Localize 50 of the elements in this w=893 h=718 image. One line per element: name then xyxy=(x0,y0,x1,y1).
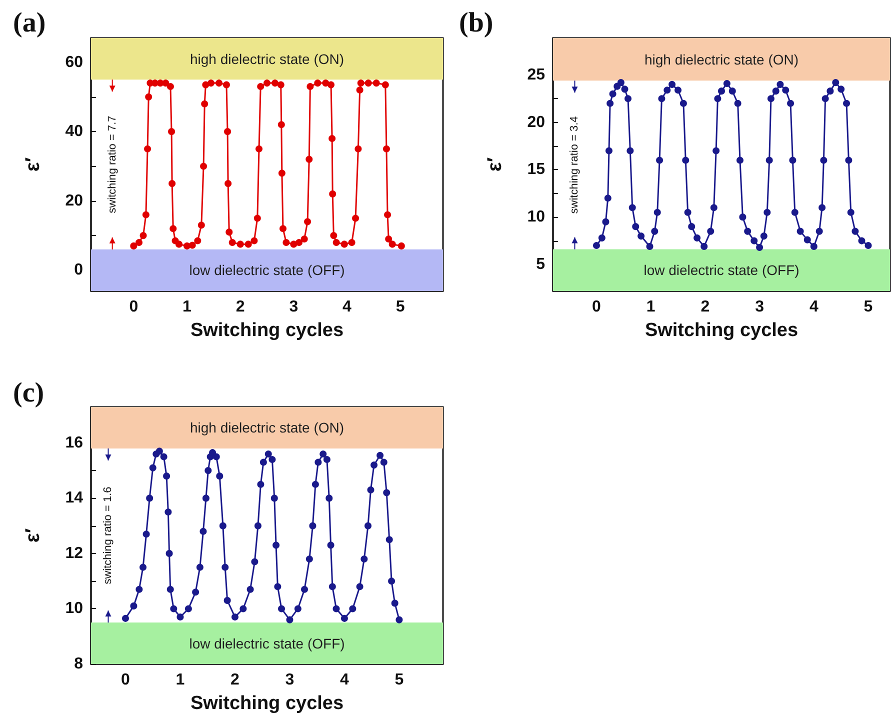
x-axis-title: Switching cycles xyxy=(644,320,798,341)
y-tick-label: 20 xyxy=(65,192,84,210)
x-tick-label: 5 xyxy=(394,672,404,688)
x-tick-label: 1 xyxy=(176,672,185,688)
band-label: low dielectric state (OFF) xyxy=(189,262,345,278)
x-tick-label: 4 xyxy=(340,672,350,688)
y-tick-label: 5 xyxy=(536,256,546,273)
band-label: high dielectric state (ON) xyxy=(190,420,344,436)
annotation: switching ratio = 7.7 xyxy=(106,116,118,214)
x-axis-title: Switching cycles xyxy=(190,320,344,341)
x-axis-title: Switching cycles xyxy=(190,693,344,714)
x-tick-label: 2 xyxy=(700,298,710,316)
chart-title: (b) xyxy=(459,8,494,38)
x-tick-label: 4 xyxy=(809,298,818,316)
y-tick-label: 10 xyxy=(65,600,84,618)
x-tick-label: 3 xyxy=(755,298,764,316)
x-tick-label: 0 xyxy=(592,298,602,316)
y-tick-label: 8 xyxy=(74,656,84,672)
y-axis-title: ε′ xyxy=(484,157,506,172)
y-tick-label: 20 xyxy=(527,114,546,131)
x-tick-label: 3 xyxy=(289,298,298,316)
y-tick-label: 60 xyxy=(65,54,84,71)
x-tick-label: 2 xyxy=(230,672,240,688)
band-label: low dielectric state (OFF) xyxy=(189,635,345,652)
x-tick-label: 5 xyxy=(396,298,405,316)
x-tick-label: 3 xyxy=(285,672,294,688)
annotation: switching ratio = 3.4 xyxy=(568,116,581,214)
x-tick-label: 2 xyxy=(236,298,245,316)
y-tick-label: 25 xyxy=(527,66,546,84)
y-tick-label: 15 xyxy=(527,161,546,178)
y-axis-title: ε′ xyxy=(22,157,44,172)
chart-title: (a) xyxy=(13,8,46,38)
chart-title: (c) xyxy=(13,378,44,408)
y-tick-label: 40 xyxy=(65,123,84,140)
x-tick-label: 5 xyxy=(864,298,873,316)
y-tick-label: 0 xyxy=(74,262,84,279)
y-tick-label: 14 xyxy=(65,490,84,507)
y-tick-label: 12 xyxy=(65,544,84,562)
band-label: high dielectric state (ON) xyxy=(644,51,799,68)
annotation: switching ratio = 1.6 xyxy=(102,486,114,584)
x-tick-label: 0 xyxy=(121,672,130,688)
y-tick-label: 10 xyxy=(527,208,546,226)
band-label: low dielectric state (OFF) xyxy=(644,262,800,278)
y-tick-label: 16 xyxy=(65,434,84,452)
y-axis-title: ε′ xyxy=(22,528,44,543)
x-tick-label: 4 xyxy=(342,298,352,316)
x-tick-label: 1 xyxy=(182,298,192,316)
band-label: high dielectric state (ON) xyxy=(190,50,344,67)
x-tick-label: 0 xyxy=(129,298,138,316)
x-tick-label: 1 xyxy=(646,298,656,316)
